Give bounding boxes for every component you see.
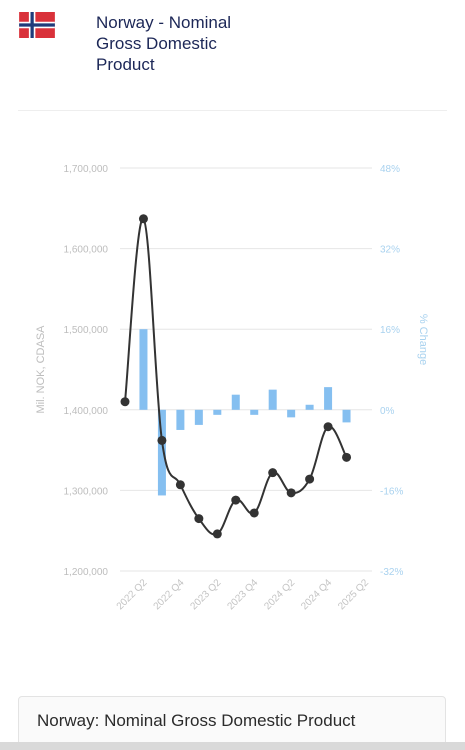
left-tick-label: 1,500,000 xyxy=(64,325,109,336)
bar-2023-Q3 xyxy=(231,394,240,410)
bar-2022-Q2 xyxy=(139,329,148,410)
point-2022-Q3 xyxy=(157,435,167,445)
right-tick-label: -16% xyxy=(380,486,403,497)
point-2024-Q3 xyxy=(305,474,315,484)
bottom-strip xyxy=(0,742,465,750)
norway-flag-icon xyxy=(19,12,55,38)
point-2023-Q4 xyxy=(249,508,259,518)
bar-2025-Q1 xyxy=(342,409,351,423)
point-2024-Q4 xyxy=(323,422,333,432)
left-tick-label: 1,200,000 xyxy=(64,567,109,578)
title-line-2: Gross Domestic xyxy=(96,34,217,53)
point-2022-Q2 xyxy=(138,214,148,224)
bar-2024-Q3 xyxy=(305,404,314,410)
x-tick-label: 2022 Q4 xyxy=(152,577,187,612)
right-axis-title: % Change xyxy=(417,314,429,365)
x-tick-label: 2024 Q2 xyxy=(262,577,297,612)
title-line-1: Norway - Nominal xyxy=(96,13,232,32)
x-tick-label: 2024 Q4 xyxy=(299,577,334,612)
left-tick-label: 1,700,000 xyxy=(64,164,109,175)
bar-2022-Q3 xyxy=(157,409,166,496)
x-tick-label: 2022 Q2 xyxy=(115,577,150,612)
right-tick-label: 0% xyxy=(380,406,395,417)
bar-2024-Q4 xyxy=(324,387,333,410)
footer-card[interactable]: Norway: Nominal Gross Domestic Product xyxy=(18,696,446,748)
bar-2023-Q4 xyxy=(250,409,259,415)
left-tick-label: 1,600,000 xyxy=(64,245,109,256)
left-tick-label: 1,300,000 xyxy=(64,486,109,497)
bar-2022-Q4 xyxy=(176,409,185,430)
point-2025-Q1 xyxy=(342,452,352,462)
left-tick-label: 1,400,000 xyxy=(64,406,109,417)
x-tick-label: 2023 Q4 xyxy=(225,577,260,612)
bar-2023-Q1 xyxy=(194,409,203,425)
left-axis-title: Mil. NOK, CDASA xyxy=(35,325,47,414)
page-title: Norway - Nominal Gross Domestic Product xyxy=(96,12,296,75)
point-2022-Q1 xyxy=(120,397,130,407)
right-tick-label: 48% xyxy=(380,164,400,175)
bar-2024-Q1 xyxy=(268,389,277,410)
right-tick-label: 32% xyxy=(380,245,400,256)
bar-2024-Q2 xyxy=(287,409,296,418)
point-2023-Q3 xyxy=(231,495,241,505)
point-2024-Q2 xyxy=(286,488,296,498)
x-tick-label: 2025 Q2 xyxy=(336,577,371,612)
header-divider xyxy=(18,110,447,111)
x-tick-label: 2023 Q2 xyxy=(189,577,224,612)
right-tick-label: 16% xyxy=(380,325,400,336)
right-tick-label: -32% xyxy=(380,567,403,578)
point-2022-Q4 xyxy=(175,480,185,490)
bar-2023-Q2 xyxy=(213,409,222,415)
point-2023-Q1 xyxy=(194,514,204,524)
gdp-chart: 1,700,000 1,600,000 1,500,000 1,400,000 1,30… xyxy=(35,164,429,612)
point-2024-Q1 xyxy=(268,468,278,478)
point-2023-Q2 xyxy=(212,529,222,539)
title-line-3: Product xyxy=(96,55,155,74)
footer-title: Norway: Nominal Gross Domestic Product xyxy=(37,711,356,730)
